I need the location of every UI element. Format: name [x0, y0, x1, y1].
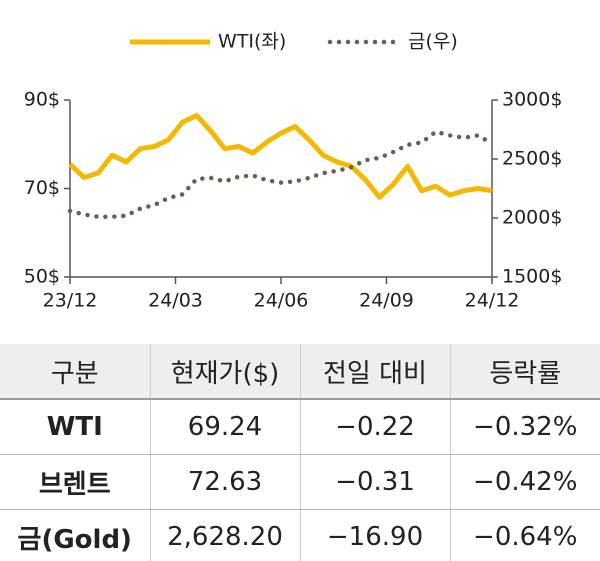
x-tick-label: 24/12 [465, 290, 520, 312]
table-cell: 69.24 [149, 399, 300, 455]
y2-tick-label: 3000$ [502, 89, 562, 111]
table-cell: −0.22 [299, 399, 450, 455]
table-cell: −16.90 [299, 509, 450, 561]
table-row: 구분 현재가($) 전일 대비 등락률 [0, 344, 600, 400]
header-cell: 등락률 [449, 344, 600, 400]
series-line [68, 112, 493, 200]
chart: 50$ 70$ 90$ 1500$ 2000$ 2500$ 3000$ 23/12 24/03 2… [24, 31, 563, 312]
y2-tick-label: 2500$ [502, 148, 562, 170]
table-cell: 브렌트 [0, 454, 150, 510]
y-tick-label: 70$ [24, 177, 60, 199]
y2-tick-label: 1500$ [502, 266, 562, 288]
x-tick-label: 23/12 [43, 290, 98, 312]
table-cell: WTI [0, 399, 150, 455]
table-cell: 금(Gold) [0, 509, 150, 561]
series-line [67, 129, 495, 220]
data-table: 구분 현재가($) 전일 대비 등락률 WTI 69.24 −0.22 −0.32% 브렌트 72… [0, 344, 600, 561]
table-row: WTI 69.24 −0.22 −0.32% [0, 399, 600, 455]
x-tick-label: 24/03 [148, 290, 203, 312]
y2-tick-label: 2000$ [502, 207, 562, 229]
table-cell: −0.32% [449, 399, 600, 455]
table-row: 브렌트 72.63 −0.31 −0.42% [0, 454, 600, 510]
table-cell: 2,628.20 [149, 509, 300, 561]
table-cell: −0.31 [299, 454, 450, 510]
table-cell: −0.42% [449, 454, 600, 510]
y-tick-label: 90$ [24, 89, 60, 111]
header-cell: 구분 [0, 344, 150, 400]
legend-label: WTI(좌) [218, 31, 286, 53]
legend-label: 금(우) [408, 31, 458, 53]
table-cell: −0.64% [449, 509, 600, 561]
header-cell: 전일 대비 [299, 344, 450, 400]
y-tick-label: 50$ [24, 266, 60, 288]
x-tick-label: 24/06 [254, 290, 309, 312]
x-tick-label: 24/09 [359, 290, 414, 312]
table-row: 금(Gold) 2,628.20 −16.90 −0.64% [0, 509, 600, 561]
table-cell: 72.63 [149, 454, 300, 510]
header-cell: 현재가($) [149, 344, 300, 400]
